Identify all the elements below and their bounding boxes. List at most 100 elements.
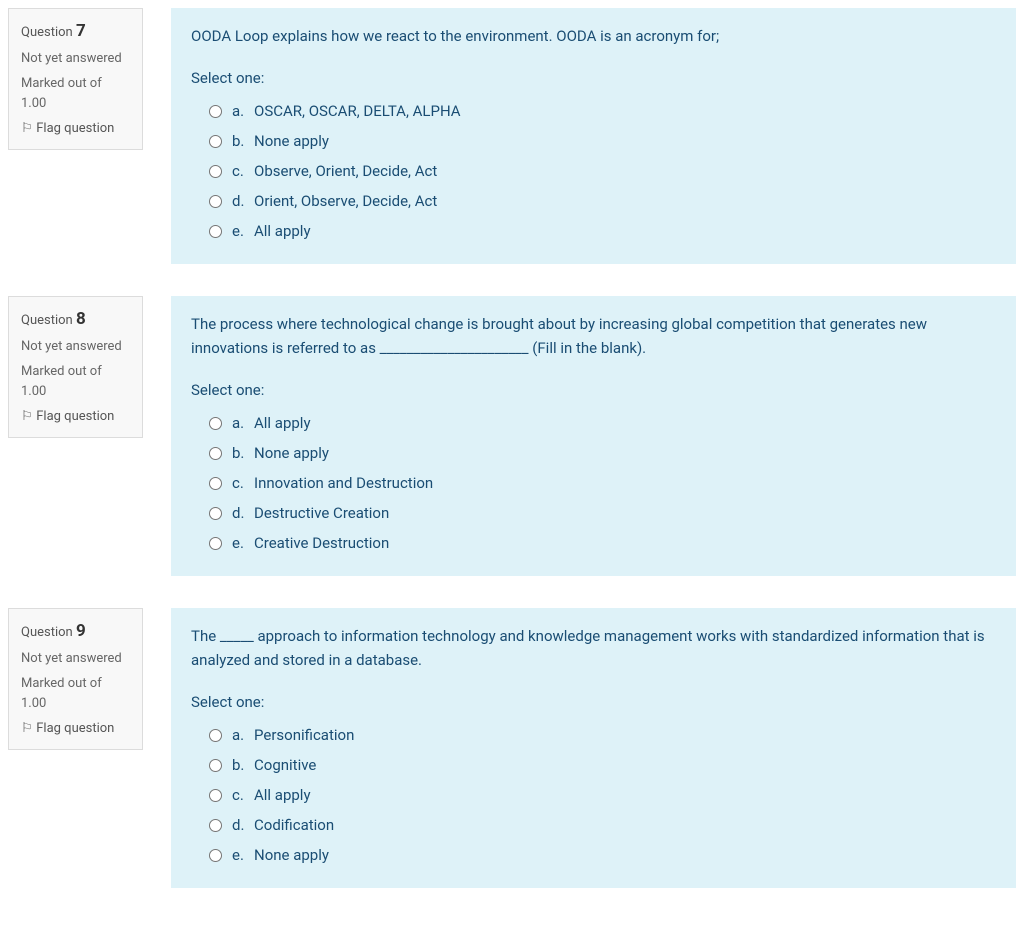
question-status: Not yet answered <box>21 337 130 357</box>
select-one-label: Select one: <box>191 690 996 714</box>
question-marks: Marked out of 1.00 <box>21 74 130 113</box>
answer-option[interactable]: e.None apply <box>191 840 996 870</box>
answer-radio[interactable] <box>209 819 222 832</box>
marked-out-of-label: Marked out of <box>21 364 102 379</box>
answer-radio[interactable] <box>209 477 222 490</box>
answer-radio[interactable] <box>209 789 222 802</box>
question-status: Not yet answered <box>21 49 130 69</box>
flag-icon: ⚐ <box>21 719 31 739</box>
answer-radio[interactable] <box>209 507 222 520</box>
answer-letter: e. <box>232 843 254 867</box>
flag-question-label: Flag question <box>36 121 114 136</box>
flag-question-link[interactable]: ⚐ Flag question <box>21 119 130 139</box>
question-number-line: Question 9 <box>21 619 130 645</box>
answer-letter: b. <box>232 441 254 465</box>
answer-letter: e. <box>232 219 254 243</box>
flag-question-link[interactable]: ⚐ Flag question <box>21 407 130 427</box>
question-marks: Marked out of 1.00 <box>21 674 130 713</box>
answer-text: Innovation and Destruction <box>254 471 433 495</box>
question-number-line: Question 7 <box>21 19 130 45</box>
answer-option[interactable]: e.All apply <box>191 216 996 246</box>
answer-letter: d. <box>232 813 254 837</box>
answer-text: None apply <box>254 129 329 153</box>
question-prefix: Question <box>21 313 73 328</box>
question-block: Question 8 Not yet answered Marked out of … <box>8 296 1016 576</box>
answer-text: None apply <box>254 843 329 867</box>
answer-text: All apply <box>254 783 311 807</box>
answer-option[interactable]: b.Cognitive <box>191 750 996 780</box>
marks-value: 1.00 <box>21 696 46 711</box>
question-text: The _____ approach to information techno… <box>191 624 996 672</box>
question-status: Not yet answered <box>21 649 130 669</box>
marks-value: 1.00 <box>21 96 46 111</box>
answer-text: All apply <box>254 411 311 435</box>
answer-radio[interactable] <box>209 417 222 430</box>
answer-text: Cognitive <box>254 753 316 777</box>
answer-radio[interactable] <box>209 447 222 460</box>
answer-radio[interactable] <box>209 849 222 862</box>
question-block: Question 9 Not yet answered Marked out of … <box>8 608 1016 888</box>
answer-option[interactable]: c.Observe, Orient, Decide, Act <box>191 156 996 186</box>
question-marks: Marked out of 1.00 <box>21 362 130 401</box>
question-info-panel: Question 9 Not yet answered Marked out of … <box>8 608 143 750</box>
answer-text: OSCAR, OSCAR, DELTA, ALPHA <box>254 99 461 123</box>
answer-letter: b. <box>232 129 254 153</box>
answer-letter: b. <box>232 753 254 777</box>
answer-option[interactable]: b.None apply <box>191 438 996 468</box>
answer-option[interactable]: a.OSCAR, OSCAR, DELTA, ALPHA <box>191 96 996 126</box>
answer-radio[interactable] <box>209 165 222 178</box>
answer-option[interactable]: a.Personification <box>191 720 996 750</box>
answer-option[interactable]: a.All apply <box>191 408 996 438</box>
answer-radio[interactable] <box>209 729 222 742</box>
flag-question-label: Flag question <box>36 409 114 424</box>
question-block: Question 7 Not yet answered Marked out of … <box>8 8 1016 264</box>
select-one-label: Select one: <box>191 66 996 90</box>
flag-question-label: Flag question <box>36 721 114 736</box>
flag-question-link[interactable]: ⚐ Flag question <box>21 719 130 739</box>
question-number: 7 <box>76 21 86 41</box>
answer-text: Codification <box>254 813 334 837</box>
marked-out-of-label: Marked out of <box>21 76 102 91</box>
answer-text: Creative Destruction <box>254 531 389 555</box>
question-prefix: Question <box>21 625 73 640</box>
answer-option[interactable]: d.Destructive Creation <box>191 498 996 528</box>
answer-option[interactable]: d.Codification <box>191 810 996 840</box>
question-text: The process where technological change i… <box>191 312 996 360</box>
marks-value: 1.00 <box>21 384 46 399</box>
question-content-panel: OODA Loop explains how we react to the e… <box>171 8 1016 264</box>
answer-option[interactable]: d.Orient, Observe, Decide, Act <box>191 186 996 216</box>
question-number: 8 <box>76 309 86 329</box>
answer-radio[interactable] <box>209 105 222 118</box>
flag-icon: ⚐ <box>21 119 31 139</box>
answer-option[interactable]: c.Innovation and Destruction <box>191 468 996 498</box>
answer-text: Destructive Creation <box>254 501 389 525</box>
answer-letter: a. <box>232 411 254 435</box>
answer-letter: a. <box>232 99 254 123</box>
question-number-line: Question 8 <box>21 307 130 333</box>
select-one-label: Select one: <box>191 378 996 402</box>
marked-out-of-label: Marked out of <box>21 676 102 691</box>
question-prefix: Question <box>21 25 73 40</box>
answer-letter: c. <box>232 159 254 183</box>
answer-option[interactable]: b.None apply <box>191 126 996 156</box>
question-text: OODA Loop explains how we react to the e… <box>191 24 996 48</box>
answer-text: Personification <box>254 723 354 747</box>
answer-text: Observe, Orient, Decide, Act <box>254 159 437 183</box>
answer-radio[interactable] <box>209 225 222 238</box>
answer-radio[interactable] <box>209 537 222 550</box>
answer-radio[interactable] <box>209 195 222 208</box>
answer-letter: c. <box>232 471 254 495</box>
answer-text: None apply <box>254 441 329 465</box>
answer-option[interactable]: c.All apply <box>191 780 996 810</box>
answer-radio[interactable] <box>209 759 222 772</box>
answer-letter: d. <box>232 189 254 213</box>
question-info-panel: Question 8 Not yet answered Marked out of … <box>8 296 143 438</box>
answer-text: Orient, Observe, Decide, Act <box>254 189 437 213</box>
answer-option[interactable]: e.Creative Destruction <box>191 528 996 558</box>
flag-icon: ⚐ <box>21 407 31 427</box>
question-number: 9 <box>76 621 86 641</box>
answer-text: All apply <box>254 219 311 243</box>
question-info-panel: Question 7 Not yet answered Marked out of … <box>8 8 143 150</box>
answer-letter: a. <box>232 723 254 747</box>
answer-radio[interactable] <box>209 135 222 148</box>
